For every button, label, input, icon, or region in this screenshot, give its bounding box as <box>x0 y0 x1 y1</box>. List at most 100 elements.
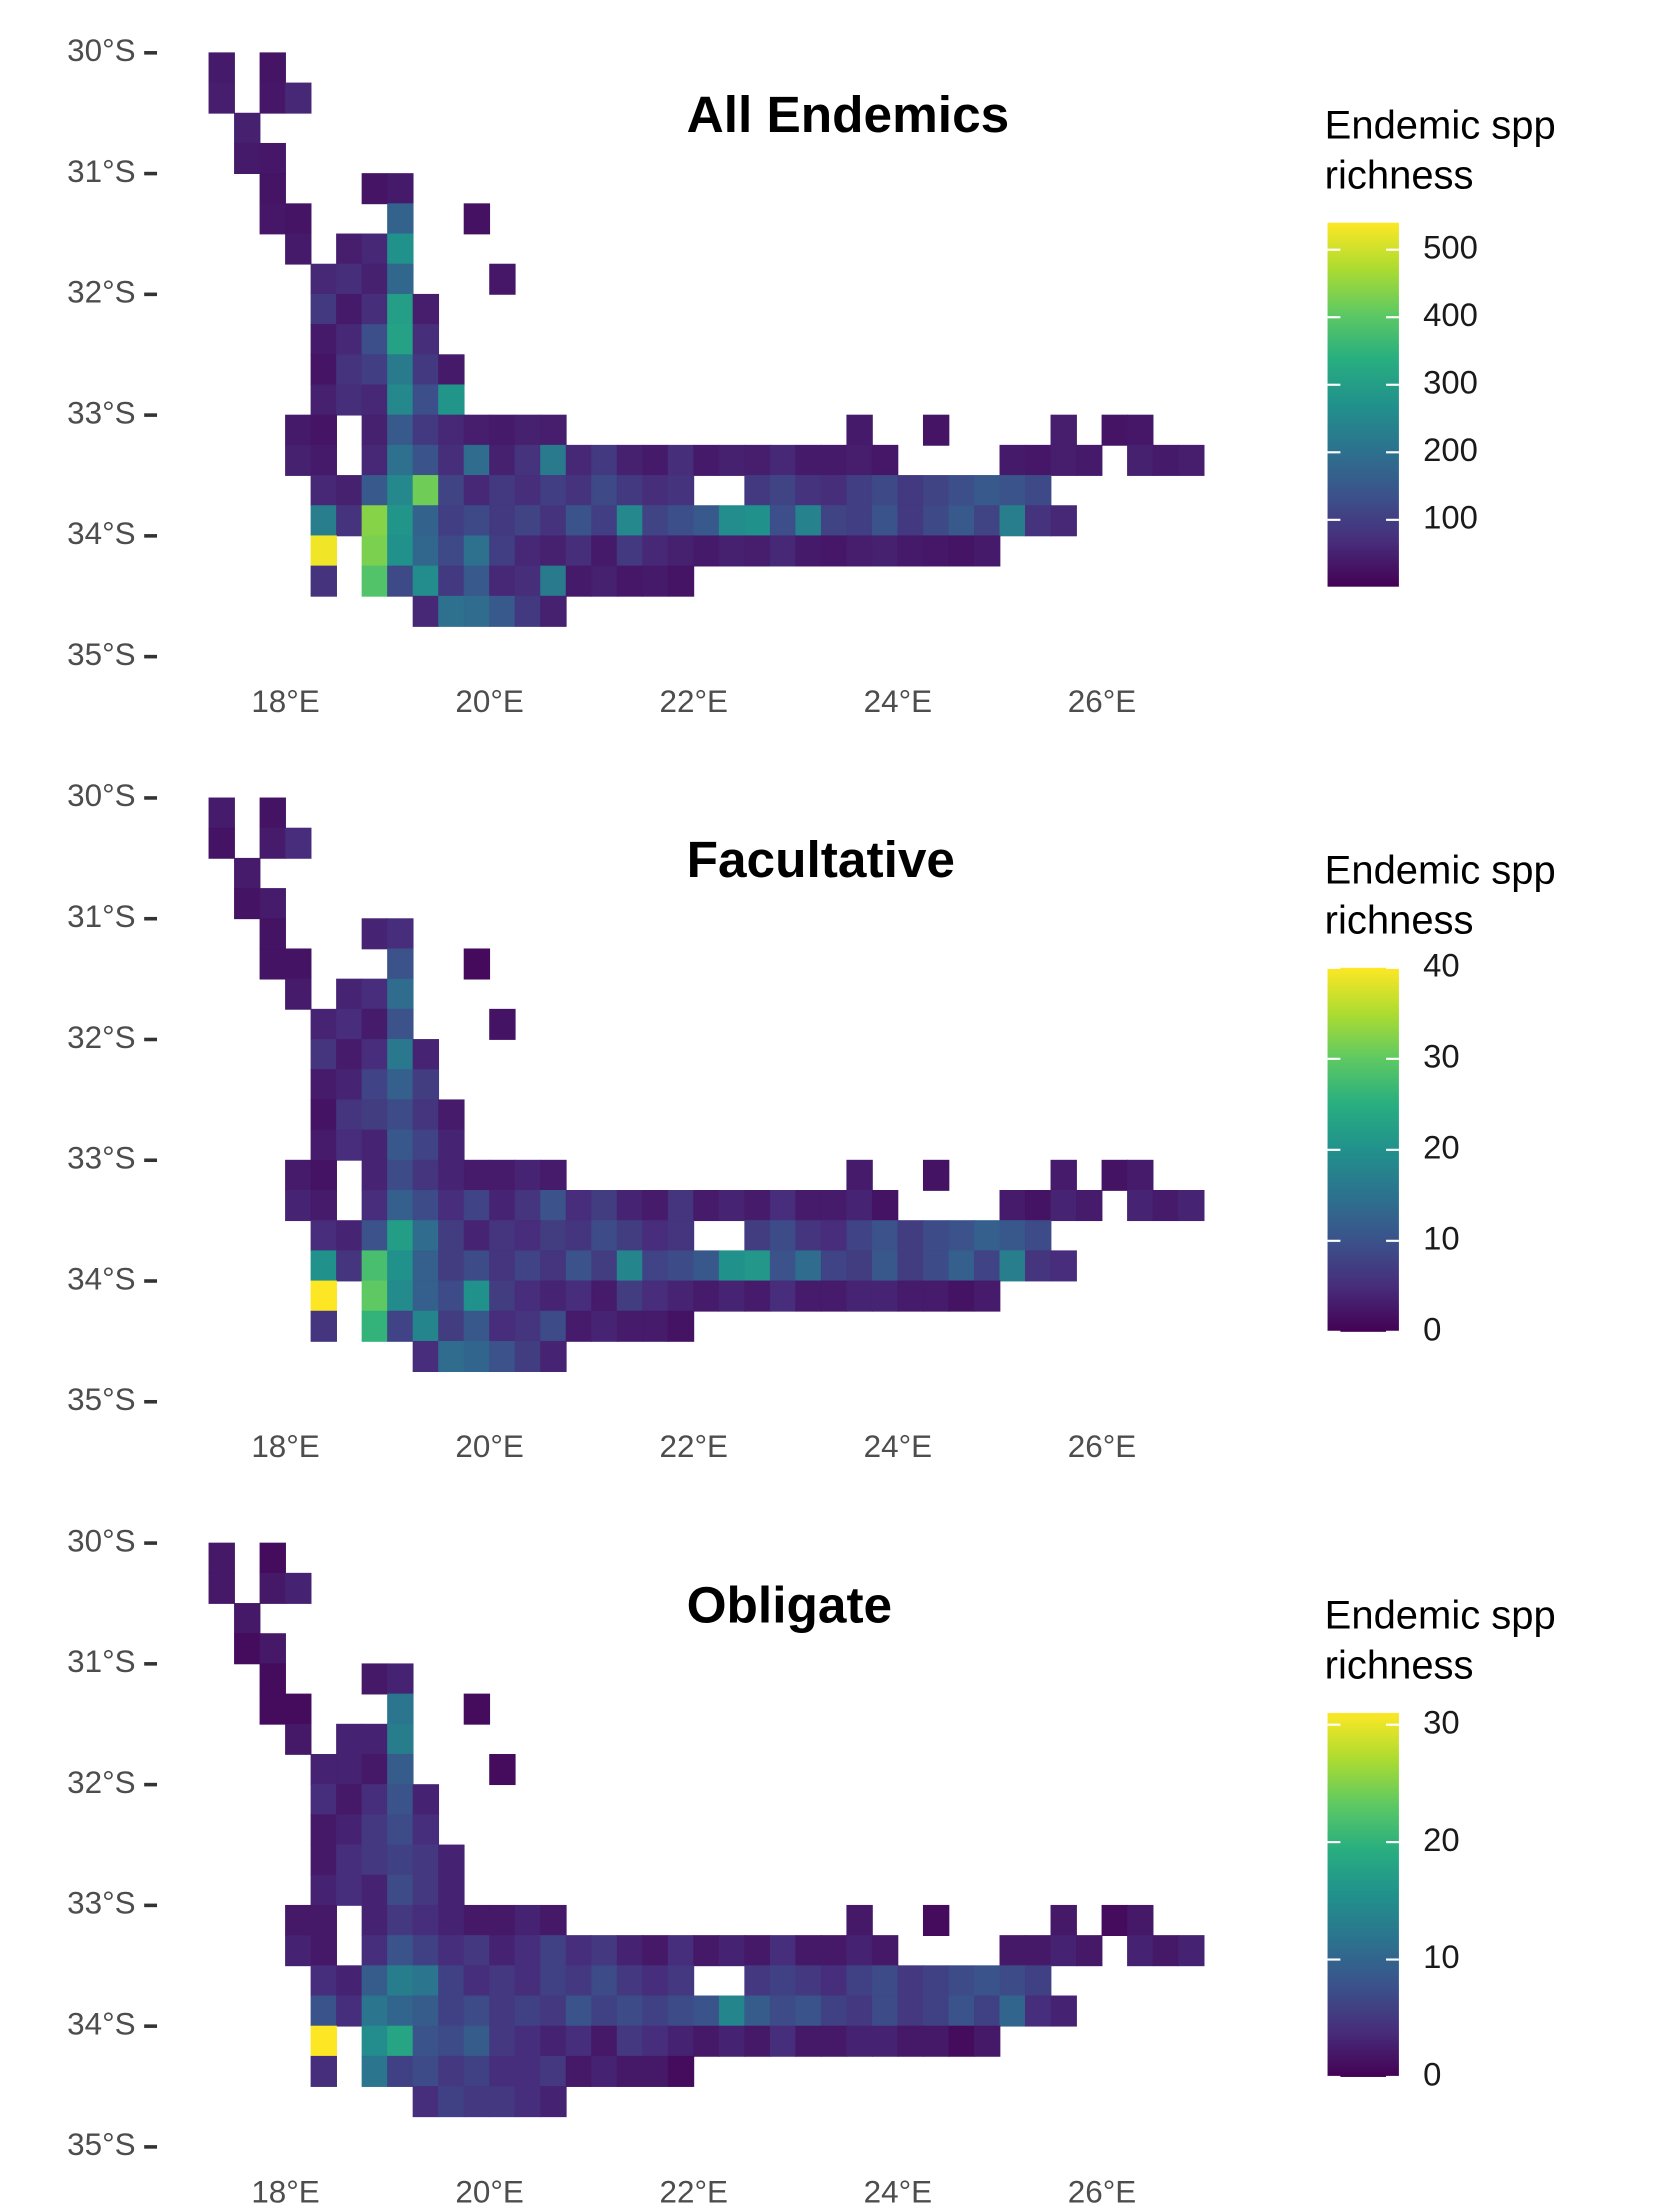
cell <box>438 1965 465 1997</box>
cell <box>463 1280 491 1312</box>
cell <box>463 1250 491 1282</box>
cell <box>846 505 873 537</box>
cell <box>310 1069 337 1101</box>
cell <box>463 1935 491 1967</box>
cell <box>387 565 414 597</box>
colorbar-label: 100 <box>1423 499 1478 536</box>
cell <box>310 1995 337 2027</box>
cell <box>897 1220 924 1252</box>
y-tick-label: 32°S <box>67 1765 135 1800</box>
cell <box>463 1965 491 1997</box>
cell <box>795 1965 822 1997</box>
cell <box>1127 1935 1154 1967</box>
cell <box>412 2025 440 2057</box>
cell <box>336 233 363 265</box>
cell <box>463 2055 491 2087</box>
cell <box>412 1935 440 1967</box>
cell <box>463 1904 491 1936</box>
cell <box>285 978 312 1010</box>
cell <box>897 505 924 537</box>
cell <box>565 1220 593 1252</box>
cell <box>591 505 618 537</box>
cell <box>744 444 771 476</box>
cell <box>361 475 389 507</box>
cell <box>336 263 363 295</box>
cell <box>616 1280 644 1312</box>
cell <box>514 535 542 567</box>
cell <box>897 1965 924 1997</box>
cell <box>871 444 899 476</box>
cell <box>259 1663 286 1695</box>
cell <box>846 1159 873 1191</box>
cell <box>438 505 465 537</box>
cell <box>438 595 465 627</box>
cell <box>922 1220 950 1252</box>
cell <box>642 1995 669 2027</box>
cell <box>310 1844 337 1876</box>
cell <box>387 1159 414 1191</box>
cell <box>259 142 286 175</box>
cell <box>361 263 389 295</box>
cell <box>489 1995 516 2027</box>
cell <box>616 1250 644 1282</box>
cell <box>591 1280 618 1312</box>
cell <box>514 565 542 597</box>
cell <box>310 293 337 325</box>
cell <box>846 1250 873 1282</box>
cell <box>616 1935 644 1967</box>
cell <box>871 475 899 507</box>
cell <box>693 1250 720 1282</box>
cell <box>591 1220 618 1252</box>
colorbar-label: 0 <box>1423 2056 1441 2093</box>
cell <box>1101 1159 1128 1191</box>
cell <box>361 1039 389 1071</box>
cell <box>769 1280 797 1312</box>
cell <box>999 1965 1026 1997</box>
cell <box>336 475 363 507</box>
cell <box>616 1220 644 1252</box>
cell <box>336 384 363 416</box>
cell <box>310 2025 337 2057</box>
cell <box>769 444 797 476</box>
cell <box>412 1904 440 1936</box>
cell <box>514 1159 542 1191</box>
cell <box>259 888 286 920</box>
cell <box>336 1965 363 1997</box>
cell <box>795 1250 822 1282</box>
cell <box>1050 1250 1077 1282</box>
cell <box>897 535 924 567</box>
cell <box>438 1129 465 1161</box>
cell <box>1025 444 1052 476</box>
y-tick-label: 30°S <box>67 33 135 68</box>
cell <box>540 1995 567 2027</box>
cell <box>871 1190 899 1222</box>
cell <box>718 1935 746 1967</box>
cell <box>667 1220 695 1252</box>
cell <box>1050 1995 1077 2027</box>
cell <box>387 948 414 980</box>
cell <box>744 2025 771 2057</box>
cell <box>310 414 337 446</box>
cell <box>1025 1995 1052 2027</box>
cell <box>565 1280 593 1312</box>
colorbar <box>1327 1712 1399 2077</box>
cell <box>514 1310 542 1342</box>
cell <box>438 1844 465 1876</box>
cell <box>591 535 618 567</box>
cell <box>1076 1190 1103 1222</box>
cell <box>795 475 822 507</box>
cell <box>871 1965 899 1997</box>
cell <box>361 505 389 537</box>
cell <box>208 827 235 859</box>
cell <box>922 1250 950 1282</box>
colorbar-label: 30 <box>1423 1703 1460 1740</box>
legend-title-box: Endemic spp richness <box>1325 848 1556 942</box>
cell <box>438 414 465 446</box>
cell <box>948 1220 975 1252</box>
cell <box>361 1069 389 1101</box>
cell <box>361 1814 389 1846</box>
cell <box>999 505 1026 537</box>
cell <box>540 414 567 446</box>
x-tick-label: 24°E <box>864 1429 932 1464</box>
cell <box>948 1965 975 1997</box>
